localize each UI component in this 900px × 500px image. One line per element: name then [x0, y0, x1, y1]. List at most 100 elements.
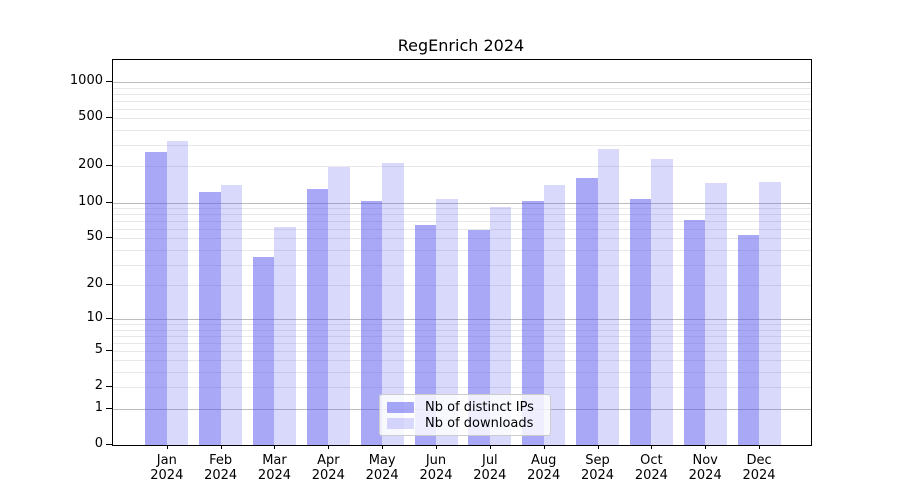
bar-jan-downloads — [166, 140, 189, 445]
x-tick-label-apr: Apr 2024 — [311, 453, 345, 483]
minor-gridline — [113, 342, 811, 344]
minor-gridline — [113, 360, 811, 362]
x-tick — [166, 445, 168, 449]
y-tick — [106, 284, 112, 286]
y-tick-label: 1 — [94, 399, 103, 415]
legend-item-downloads: Nb of downloads — [387, 415, 543, 431]
y-tick-label: 0 — [94, 436, 103, 451]
minor-gridline — [113, 118, 811, 120]
y-tick-label: 500 — [78, 109, 103, 125]
y-tick-label: 10 — [86, 310, 103, 325]
minor-gridline — [113, 372, 811, 374]
major-gridline — [113, 202, 811, 204]
bar-sep-downloads — [597, 148, 620, 445]
y-tick — [106, 201, 112, 203]
minor-gridline — [113, 335, 811, 337]
bar-oct-distinct-ips — [629, 199, 652, 445]
minor-gridline — [113, 145, 811, 147]
bar-feb-distinct-ips — [199, 192, 221, 445]
x-tick-label-nov: Nov 2024 — [688, 453, 722, 483]
x-tick-label-jan: Jan 2024 — [150, 453, 184, 483]
minor-gridline — [113, 238, 811, 240]
x-tick — [382, 445, 384, 449]
y-tick-label: 20 — [86, 276, 103, 292]
plot-area — [112, 59, 812, 446]
y-tick-label: 50 — [86, 229, 103, 245]
x-tick — [274, 445, 276, 449]
x-tick-label-oct: Oct 2024 — [634, 453, 668, 483]
bar-jun-downloads — [436, 199, 458, 445]
bar-mar-distinct-ips — [252, 256, 275, 445]
minor-gridline — [113, 214, 811, 216]
bar-jul-downloads — [489, 206, 512, 445]
minor-gridline — [113, 93, 811, 95]
y-tick — [106, 407, 112, 409]
bar-jul-distinct-ips — [468, 229, 490, 445]
y-tick — [106, 444, 112, 445]
bar-aug-downloads — [543, 185, 566, 445]
y-tick — [106, 386, 112, 388]
bar-nov-downloads — [705, 182, 727, 445]
x-tick — [489, 445, 491, 449]
x-tick — [759, 445, 761, 449]
bar-mar-downloads — [274, 227, 296, 445]
y-tick-label: 200 — [78, 157, 103, 173]
x-tick — [220, 445, 222, 449]
minor-gridline — [113, 130, 811, 132]
chart-title: RegEnrich 2024 — [397, 36, 525, 55]
y-tick — [106, 349, 112, 351]
x-tick-label-mar: Mar 2024 — [257, 453, 292, 483]
minor-gridline — [113, 329, 811, 331]
major-gridline — [113, 319, 811, 320]
bar-may-distinct-ips — [360, 201, 383, 445]
legend-label-downloads: Nb of downloads — [425, 415, 534, 431]
minor-gridline — [113, 285, 811, 287]
y-tick-label: 1000 — [69, 72, 103, 88]
minor-gridline — [113, 228, 811, 230]
y-tick-label: 2 — [94, 378, 103, 394]
minor-gridline — [113, 100, 811, 102]
bar-dec-downloads — [759, 182, 781, 445]
bar-may-downloads — [382, 163, 404, 445]
x-tick-label-aug: Aug 2024 — [527, 453, 561, 483]
x-tick-label-jul: Jul 2024 — [473, 453, 507, 483]
legend: Nb of distinct IPs Nb of downloads — [379, 394, 551, 436]
minor-gridline — [113, 166, 811, 168]
y-tick — [106, 237, 112, 239]
minor-gridline — [113, 249, 811, 251]
legend-swatch-distinct-ips — [387, 401, 414, 413]
x-tick — [705, 445, 707, 449]
y-tick — [106, 318, 112, 319]
y-tick — [106, 117, 112, 119]
x-tick-label-sep: Sep 2024 — [580, 453, 615, 483]
bar-feb-downloads — [220, 185, 243, 445]
x-tick — [328, 445, 330, 449]
bar-jan-distinct-ips — [145, 151, 167, 445]
bar-oct-downloads — [651, 159, 673, 445]
bar-sep-distinct-ips — [576, 178, 598, 445]
minor-gridline — [113, 108, 811, 110]
y-tick — [106, 165, 112, 167]
x-tick-label-may: May 2024 — [365, 453, 399, 483]
minor-gridline — [113, 87, 811, 89]
bar-nov-distinct-ips — [683, 219, 706, 445]
minor-gridline — [113, 207, 811, 209]
bar-jun-distinct-ips — [414, 224, 436, 445]
minor-gridline — [113, 264, 811, 266]
bar-dec-distinct-ips — [737, 235, 760, 445]
major-gridline — [113, 81, 811, 83]
bar-aug-distinct-ips — [522, 200, 544, 445]
minor-gridline — [113, 387, 811, 389]
legend-swatch-downloads — [387, 417, 414, 429]
bar-apr-distinct-ips — [306, 188, 329, 445]
minor-gridline — [113, 324, 811, 325]
minor-gridline — [113, 350, 811, 352]
x-tick — [543, 445, 545, 449]
y-tick-label: 100 — [78, 193, 103, 209]
y-tick-label: 5 — [94, 341, 103, 357]
legend-label-distinct-ips: Nb of distinct IPs — [425, 399, 534, 415]
x-tick-label-feb: Feb 2024 — [204, 453, 238, 483]
x-tick-label-dec: Dec 2024 — [742, 453, 776, 483]
x-tick-label-jun: Jun 2024 — [419, 453, 453, 483]
